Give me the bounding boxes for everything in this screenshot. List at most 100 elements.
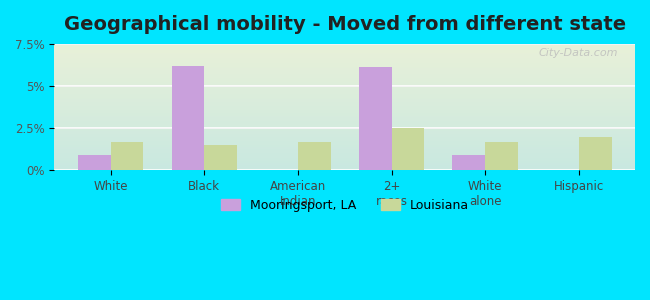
Bar bbox=[55, 73, 635, 74]
Bar bbox=[55, 72, 635, 73]
Bar bbox=[55, 84, 635, 86]
Bar bbox=[55, 53, 635, 54]
Bar bbox=[55, 108, 635, 110]
Bar bbox=[55, 134, 635, 135]
Bar bbox=[55, 69, 635, 70]
Bar bbox=[55, 155, 635, 156]
Bar bbox=[55, 110, 635, 111]
Bar bbox=[55, 91, 635, 92]
Bar bbox=[55, 100, 635, 101]
Bar bbox=[204, 145, 237, 170]
Bar bbox=[55, 79, 635, 80]
Bar bbox=[55, 65, 635, 67]
Bar bbox=[55, 60, 635, 62]
Bar bbox=[298, 142, 331, 170]
Bar bbox=[55, 159, 635, 160]
Bar bbox=[55, 106, 635, 107]
Bar bbox=[55, 55, 635, 56]
Bar bbox=[55, 93, 635, 94]
Bar bbox=[55, 139, 635, 140]
Bar bbox=[55, 168, 635, 169]
Bar bbox=[55, 118, 635, 120]
Bar bbox=[55, 77, 635, 78]
Bar bbox=[55, 130, 635, 131]
Bar bbox=[55, 83, 635, 84]
Bar bbox=[55, 104, 635, 106]
Bar bbox=[55, 89, 635, 91]
Bar bbox=[55, 56, 635, 58]
Bar bbox=[55, 115, 635, 116]
Bar bbox=[55, 113, 635, 115]
Bar bbox=[55, 163, 635, 164]
Bar bbox=[55, 145, 635, 146]
Bar bbox=[55, 103, 635, 104]
Bar bbox=[55, 98, 635, 100]
Bar bbox=[55, 131, 635, 132]
Title: Geographical mobility - Moved from different state: Geographical mobility - Moved from diffe… bbox=[64, 15, 626, 34]
Bar bbox=[578, 136, 612, 170]
Bar bbox=[55, 92, 635, 93]
Bar bbox=[55, 165, 635, 166]
Bar bbox=[55, 107, 635, 108]
Bar bbox=[55, 102, 635, 103]
Bar bbox=[55, 88, 635, 89]
Bar bbox=[55, 52, 635, 53]
Bar bbox=[55, 101, 635, 102]
Bar bbox=[55, 127, 635, 128]
Bar bbox=[55, 50, 635, 52]
Bar bbox=[55, 82, 635, 83]
Bar bbox=[55, 112, 635, 113]
Bar bbox=[55, 44, 635, 45]
Bar bbox=[452, 155, 485, 170]
Bar bbox=[55, 97, 635, 98]
Bar bbox=[485, 142, 518, 170]
Bar bbox=[55, 63, 635, 64]
Bar bbox=[55, 141, 635, 142]
Bar bbox=[55, 144, 635, 145]
Bar bbox=[55, 49, 635, 50]
Bar bbox=[55, 64, 635, 65]
Bar bbox=[55, 116, 635, 117]
Bar bbox=[55, 120, 635, 121]
Bar bbox=[55, 124, 635, 125]
Bar bbox=[55, 48, 635, 49]
Bar bbox=[55, 156, 635, 158]
Bar bbox=[55, 94, 635, 96]
Bar bbox=[55, 74, 635, 76]
Bar bbox=[55, 164, 635, 165]
Bar bbox=[55, 70, 635, 72]
Bar bbox=[55, 85, 635, 87]
Bar bbox=[55, 160, 635, 161]
Bar bbox=[55, 76, 635, 77]
Text: City-Data.com: City-Data.com bbox=[538, 48, 617, 58]
Bar bbox=[55, 54, 635, 55]
Bar bbox=[55, 152, 635, 154]
Bar bbox=[55, 137, 635, 139]
Bar bbox=[55, 87, 635, 88]
Bar bbox=[111, 142, 144, 170]
Bar bbox=[55, 135, 635, 136]
Bar bbox=[391, 128, 424, 170]
Legend: Mooringsport, LA, Louisiana: Mooringsport, LA, Louisiana bbox=[216, 194, 474, 217]
Bar bbox=[55, 125, 635, 126]
Bar bbox=[55, 132, 635, 134]
Bar bbox=[172, 66, 204, 170]
Bar bbox=[55, 161, 635, 163]
Bar bbox=[78, 155, 111, 170]
Bar bbox=[55, 169, 635, 170]
Bar bbox=[55, 140, 635, 141]
Bar bbox=[55, 167, 635, 168]
Bar bbox=[55, 151, 635, 152]
Bar bbox=[55, 142, 635, 144]
Bar bbox=[55, 46, 635, 48]
Bar bbox=[55, 45, 635, 46]
Bar bbox=[55, 67, 635, 68]
Bar bbox=[359, 68, 391, 170]
Bar bbox=[55, 58, 635, 59]
Bar bbox=[55, 158, 635, 159]
Bar bbox=[55, 128, 635, 130]
Bar bbox=[55, 150, 635, 151]
Bar bbox=[55, 121, 635, 122]
Bar bbox=[55, 136, 635, 137]
Bar bbox=[55, 111, 635, 112]
